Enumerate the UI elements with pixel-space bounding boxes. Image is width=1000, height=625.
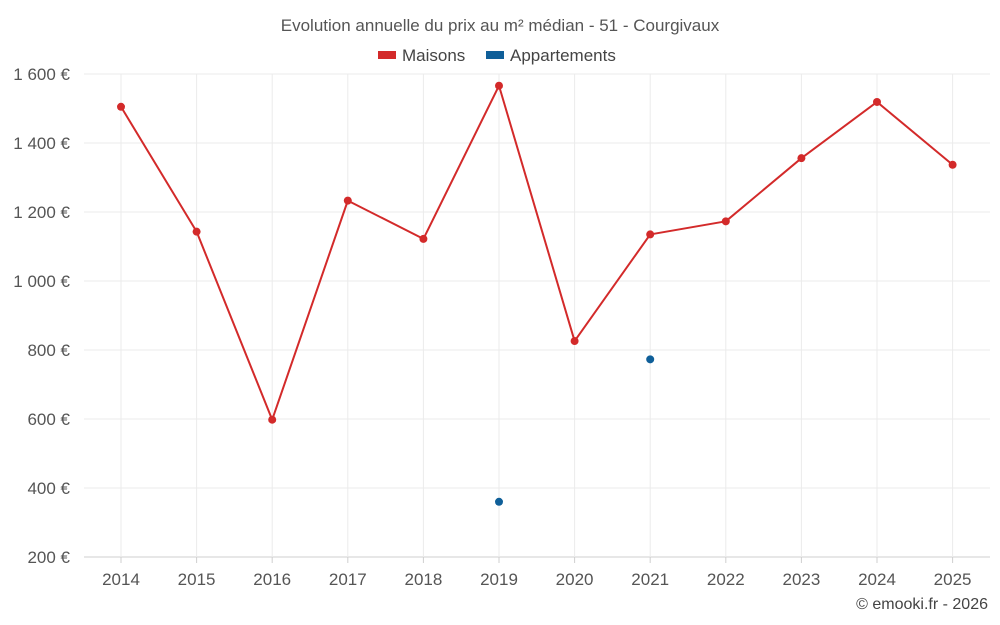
chart-title: Evolution annuelle du prix au m² médian …: [281, 16, 720, 35]
legend-label: Maisons: [402, 46, 465, 65]
grid: [84, 73, 990, 563]
x-tick-label: 2017: [329, 570, 367, 589]
x-tick-label: 2023: [782, 570, 820, 589]
data-point: [495, 81, 503, 90]
y-tick-label: 800 €: [27, 341, 70, 360]
data-point: [721, 217, 730, 226]
data-point: [570, 337, 579, 346]
series-appartements: [495, 355, 655, 506]
x-tick-label: 2020: [556, 570, 594, 589]
legend: Maisons Appartements: [378, 46, 616, 65]
x-tick-label: 2018: [404, 570, 442, 589]
y-tick-label: 1 400 €: [13, 134, 70, 153]
y-tick-label: 1 200 €: [13, 203, 70, 222]
x-axis: 2014 2015 2016 2017 2018 2019 2020 2021 2022 2023…: [102, 570, 971, 589]
legend-swatch: [486, 51, 504, 59]
plot-area: [117, 81, 957, 506]
y-axis: 200 € 400 € 600 € 800 € 1 000 € 1 200 € 1 400 …: [13, 65, 70, 567]
data-point: [495, 497, 503, 506]
data-point: [192, 227, 201, 236]
legend-item-maisons[interactable]: Maisons: [378, 46, 465, 65]
legend-swatch: [378, 51, 396, 59]
data-point: [948, 160, 957, 169]
y-tick-label: 200 €: [27, 548, 70, 567]
data-point: [873, 97, 881, 106]
legend-item-appartements[interactable]: Appartements: [486, 46, 616, 65]
x-tick-label: 2022: [707, 570, 745, 589]
y-tick-label: 600 €: [27, 410, 70, 429]
x-tick-label: 2021: [631, 570, 669, 589]
data-point: [117, 102, 125, 111]
x-tick-label: 2016: [253, 570, 291, 589]
data-point: [419, 234, 428, 243]
data-point: [343, 196, 352, 205]
legend-label: Appartements: [510, 46, 616, 65]
series-line: [120, 84, 954, 421]
x-tick-label: 2019: [480, 570, 518, 589]
series-maisons: [117, 81, 957, 424]
y-tick-label: 1 000 €: [13, 272, 70, 291]
data-point: [646, 355, 655, 364]
data-point: [268, 415, 277, 424]
x-tick-label: 2014: [102, 570, 140, 589]
data-point: [646, 230, 655, 239]
x-tick-label: 2025: [934, 570, 972, 589]
x-tick-label: 2015: [178, 570, 216, 589]
x-tick-label: 2024: [858, 570, 896, 589]
y-tick-label: 400 €: [27, 479, 70, 498]
credit: © emooki.fr - 2026: [856, 596, 988, 613]
data-point: [797, 154, 806, 163]
y-tick-label: 1 600 €: [13, 65, 70, 84]
